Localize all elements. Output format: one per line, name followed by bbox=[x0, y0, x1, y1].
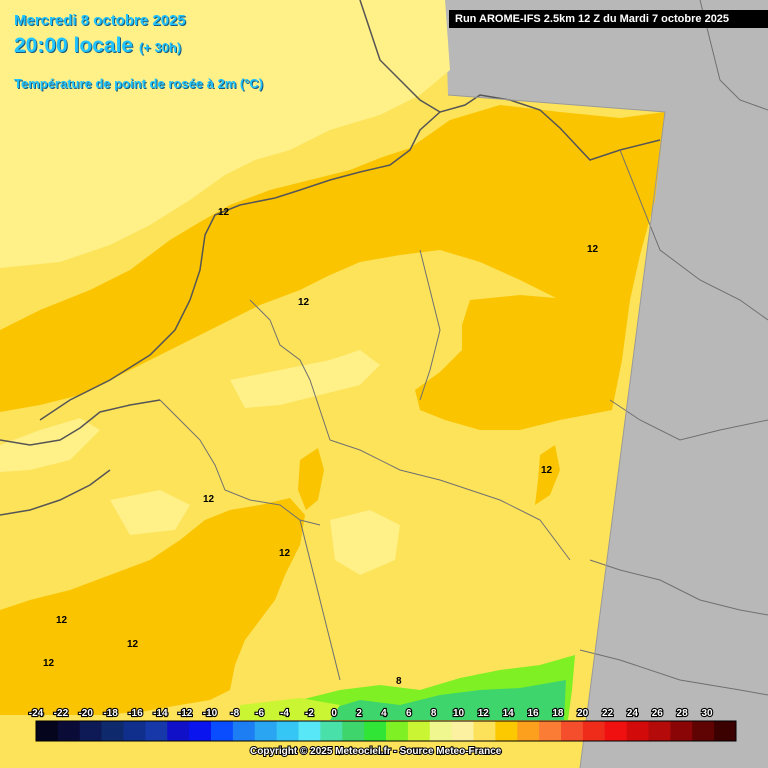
legend-tick-label: 26 bbox=[652, 708, 664, 719]
legend-color-cell bbox=[276, 721, 300, 741]
copyright-text: Copyright © 2025 Meteociel.fr - Source M… bbox=[250, 746, 502, 757]
band-alps-light bbox=[240, 698, 340, 720]
legend-tick-label: -6 bbox=[255, 708, 264, 719]
legend-color-cell bbox=[57, 721, 81, 741]
legend-tick-label: -16 bbox=[128, 708, 143, 719]
legend-color-bar bbox=[35, 720, 737, 742]
band-8-10-northwest bbox=[0, 0, 450, 268]
domain-edge bbox=[447, 94, 666, 768]
legend-color-cell bbox=[473, 721, 496, 741]
legend-color-cell bbox=[36, 721, 59, 741]
contour-label: 12 bbox=[127, 639, 139, 650]
country-borders bbox=[159, 0, 768, 696]
legend-color-cell bbox=[101, 721, 125, 741]
band-12-14-east-patch bbox=[535, 445, 560, 505]
contour-labels: 12 12 12 12 12 12 12 12 12 8 bbox=[43, 207, 599, 687]
legend-color-cell bbox=[79, 721, 103, 741]
legend-color-cell bbox=[342, 721, 365, 741]
contour-label: 12 bbox=[541, 465, 553, 476]
legend-tick-label: 0 bbox=[331, 708, 337, 719]
band-12-14-southwest bbox=[0, 498, 305, 715]
legend-tick-label: -14 bbox=[153, 708, 168, 719]
legend-tick-label: 18 bbox=[552, 708, 564, 719]
legend-color-cell bbox=[604, 721, 628, 741]
legend-color-cell bbox=[211, 721, 234, 741]
legend-color-cell bbox=[232, 721, 256, 741]
coastlines bbox=[0, 0, 661, 516]
legend-color-cell bbox=[714, 721, 737, 741]
legend-tick-label: -8 bbox=[230, 708, 239, 719]
legend-color-cell bbox=[429, 721, 453, 741]
legend-color-cell bbox=[189, 721, 212, 741]
legend-tick-label: -12 bbox=[178, 708, 193, 719]
band-8-10-south bbox=[330, 510, 400, 575]
band-12-14-rhine-patch bbox=[298, 448, 324, 510]
band-12-14-east bbox=[415, 295, 630, 430]
legend-color-cell bbox=[407, 721, 431, 741]
legend-tick-label: 4 bbox=[381, 708, 387, 719]
legend-bar-outline bbox=[35, 720, 737, 742]
legend-tick-label: 2 bbox=[356, 708, 362, 719]
legend-tick-label: 24 bbox=[627, 708, 639, 719]
legend-color-cell bbox=[451, 721, 475, 741]
contour-label: 12 bbox=[279, 548, 291, 559]
legend-tick-label: 14 bbox=[503, 708, 515, 719]
contour-label: 12 bbox=[587, 244, 599, 255]
legend-tick-label: 8 bbox=[431, 708, 437, 719]
run-info: Run AROME-IFS 2.5km 12 Z du Mardi 7 octo… bbox=[449, 10, 768, 28]
band-alps-dark-green bbox=[320, 680, 566, 720]
legend-color-cell bbox=[495, 721, 518, 741]
legend-tick-label: 6 bbox=[406, 708, 412, 719]
legend-tick-label: 30 bbox=[701, 708, 713, 719]
legend-tick-label: -4 bbox=[280, 708, 289, 719]
contour-label: 12 bbox=[218, 207, 230, 218]
legend-color-cell bbox=[123, 721, 146, 741]
legend-tick-label: -10 bbox=[203, 708, 218, 719]
legend-tick-label: 12 bbox=[478, 708, 490, 719]
contour-label: 12 bbox=[298, 297, 310, 308]
forecast-offset: (+ 30h) bbox=[138, 40, 182, 55]
legend-tick-label: -2 bbox=[305, 708, 314, 719]
forecast-time-value: 20:00 locale bbox=[14, 34, 134, 57]
legend-color-cell bbox=[648, 721, 671, 741]
legend-tick-label: -22 bbox=[54, 708, 69, 719]
band-8-10-west bbox=[110, 490, 190, 535]
legend-tick-label: 10 bbox=[453, 708, 465, 719]
legend-tick-label: 22 bbox=[602, 708, 614, 719]
legend-tick-label: -18 bbox=[103, 708, 118, 719]
legend-color-cell bbox=[298, 721, 321, 741]
legend-color-cell bbox=[626, 721, 650, 741]
forecast-date: Mercredi 8 octobre 2025 bbox=[14, 12, 186, 29]
band-8-10-central bbox=[230, 350, 380, 408]
contour-label: 12 bbox=[43, 658, 55, 669]
legend-color-cell bbox=[364, 721, 387, 741]
legend-color-cell bbox=[386, 721, 409, 741]
contour-label: 12 bbox=[203, 494, 215, 505]
legend-color-cell bbox=[582, 721, 606, 741]
legend-color-cell bbox=[517, 721, 540, 741]
legend-tick-label: 20 bbox=[577, 708, 589, 719]
legend-color-cell bbox=[167, 721, 190, 741]
legend-tick-label: -24 bbox=[29, 708, 44, 719]
legend-tick-label: 16 bbox=[527, 708, 539, 719]
contour-label: 12 bbox=[56, 615, 68, 626]
contour-label: 8 bbox=[396, 676, 402, 687]
legend-color-cell bbox=[561, 721, 584, 741]
legend-tick-label: 28 bbox=[677, 708, 689, 719]
legend-tick-labels: -24 -22 -20 -18 -16 -14 -12 -10 -8 -6 -4 -2 0 2 4 6 8 10 1… bbox=[28, 707, 714, 720]
legend-color-cell bbox=[692, 721, 715, 741]
color-legend: -24 -22 -20 -18 -16 -14 -12 -10 -8 -6 -4 -2 0 2 4 6 8 10 1… bbox=[28, 707, 737, 758]
legend-color-cell bbox=[145, 721, 168, 741]
parameter-title: Température de point de rosée à 2m (°C) bbox=[14, 76, 264, 91]
legend-color-cell bbox=[320, 721, 343, 741]
legend-tick-label: -20 bbox=[78, 708, 93, 719]
forecast-time: 20:00 locale (+ 30h) bbox=[14, 34, 181, 58]
legend-color-cell bbox=[539, 721, 562, 741]
legend-color-cell bbox=[254, 721, 278, 741]
legend-color-cell bbox=[670, 721, 693, 741]
band-12-14-north bbox=[0, 105, 665, 412]
